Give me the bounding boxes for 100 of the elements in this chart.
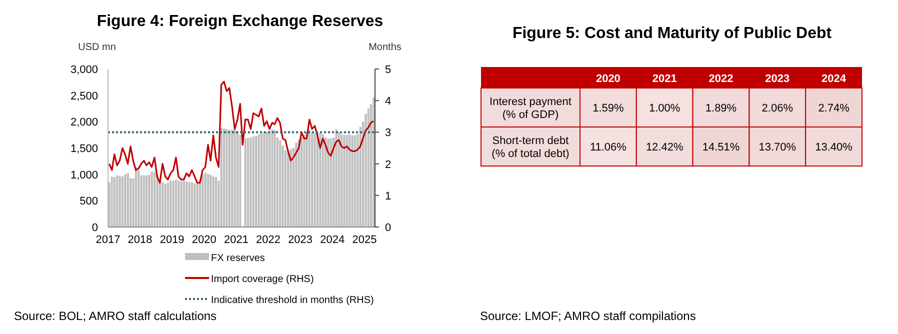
- bar: [180, 181, 182, 227]
- y-tick-label: Short-term debt (% of total debt): [492, 135, 570, 160]
- data-label: 12.42%: [646, 142, 684, 154]
- bar: [150, 172, 153, 227]
- bar: [126, 173, 129, 227]
- bar: [113, 176, 116, 227]
- y-tick-label: 1,000: [70, 169, 98, 182]
- bar: [177, 180, 180, 227]
- bar: [340, 134, 343, 227]
- bar: [210, 174, 212, 227]
- bar: [346, 134, 348, 227]
- data-label: 13.70%: [758, 142, 796, 154]
- bar: [116, 175, 118, 227]
- x-tick-label: 2024: [822, 73, 847, 85]
- bar: [204, 172, 206, 227]
- x-tick-label: 2024: [320, 234, 345, 246]
- data-label: 1.89%: [705, 102, 737, 114]
- y-tick-label: 3,000: [70, 64, 98, 76]
- bar: [121, 176, 124, 227]
- bar: [287, 150, 290, 227]
- bar: [228, 130, 231, 227]
- x-tick-label: 2025: [352, 234, 377, 246]
- chart-title: Figure 4: Foreign Exchange Reserves: [96, 13, 384, 30]
- data-label: 11.06%: [590, 142, 627, 154]
- y2-tick-label: 5: [385, 64, 392, 76]
- bar: [138, 170, 140, 227]
- legend-label: Import coverage (RHS): [211, 274, 314, 285]
- bar: [124, 174, 126, 227]
- x-tick-label: 2019: [160, 234, 184, 246]
- y-axis-title: USD mn: [78, 42, 116, 53]
- bar: [194, 183, 196, 227]
- bar: [162, 182, 164, 227]
- bar: [236, 131, 239, 227]
- x-tick-label: 2023: [288, 234, 313, 246]
- bar: [182, 180, 185, 227]
- bar: [300, 137, 303, 227]
- y-tick-label: 0: [92, 222, 98, 234]
- bar: [311, 132, 314, 227]
- bar: [322, 134, 324, 227]
- x-tick-label: 2018: [128, 234, 152, 246]
- bar: [258, 134, 260, 227]
- bar: [188, 182, 190, 227]
- bar: [212, 176, 214, 227]
- bar: [246, 138, 250, 227]
- y2-axis-title: Months: [368, 42, 402, 53]
- bar: [172, 180, 174, 227]
- bar: [308, 130, 311, 227]
- data-label: 14.51%: [702, 142, 740, 154]
- x-tick-label: 2022: [708, 73, 734, 85]
- bar: [268, 131, 271, 227]
- x-tick-label: 2021: [652, 73, 677, 85]
- chart-title: Figure 5: Cost and Maturity of Public Debt: [512, 25, 832, 42]
- bar: [145, 175, 148, 227]
- y2-tick-label: 1: [385, 190, 392, 202]
- bar: [244, 138, 246, 227]
- bar: [343, 134, 346, 227]
- bar: [134, 167, 137, 227]
- bar: [252, 136, 254, 227]
- y-tick-label: 2,500: [70, 90, 98, 102]
- bar: [148, 174, 150, 227]
- bar: [202, 174, 204, 227]
- bar: [190, 182, 194, 227]
- y-tick-label: Interest payment (% of GDP): [490, 96, 572, 121]
- legend-label: FX reserves: [211, 253, 265, 264]
- bar: [351, 135, 354, 227]
- bar: [290, 149, 292, 227]
- bar: [306, 132, 308, 227]
- x-tick-label: 2020: [192, 234, 216, 246]
- bar: [234, 130, 236, 227]
- data-label: 1.59%: [592, 102, 624, 114]
- y-tick-label: 1,500: [70, 143, 98, 155]
- x-tick-label: 2017: [96, 234, 120, 246]
- bar: [279, 140, 282, 227]
- line-series: [108, 80, 374, 184]
- data-label: 13.40%: [815, 142, 853, 154]
- bar: [153, 172, 156, 227]
- data-label: 2.74%: [818, 102, 850, 114]
- bar: [226, 129, 228, 227]
- bar: [266, 132, 268, 227]
- bar: [223, 128, 226, 227]
- data-label: 2.06%: [762, 102, 794, 114]
- bar: [196, 183, 198, 227]
- bar: [335, 129, 338, 227]
- bar: [354, 135, 356, 227]
- x-tick-label: 2021: [224, 234, 248, 246]
- bar: [250, 137, 252, 227]
- source-note: Source: BOL; AMRO staff calculations: [14, 309, 217, 323]
- bar: [260, 133, 263, 227]
- bar: [314, 133, 316, 227]
- bar: [231, 130, 234, 227]
- y2-tick-label: 3: [385, 127, 392, 140]
- bar: [263, 132, 266, 227]
- data-label: 1.00%: [649, 102, 680, 114]
- legend-label: Indicative threshold in months (RHS): [211, 295, 374, 306]
- bar: [274, 130, 276, 227]
- x-tick-label: 2020: [596, 73, 620, 85]
- bar: [295, 142, 298, 227]
- bar: [118, 176, 121, 227]
- y2-tick-label: 0: [385, 222, 392, 234]
- y2-tick-label: 2: [385, 158, 392, 171]
